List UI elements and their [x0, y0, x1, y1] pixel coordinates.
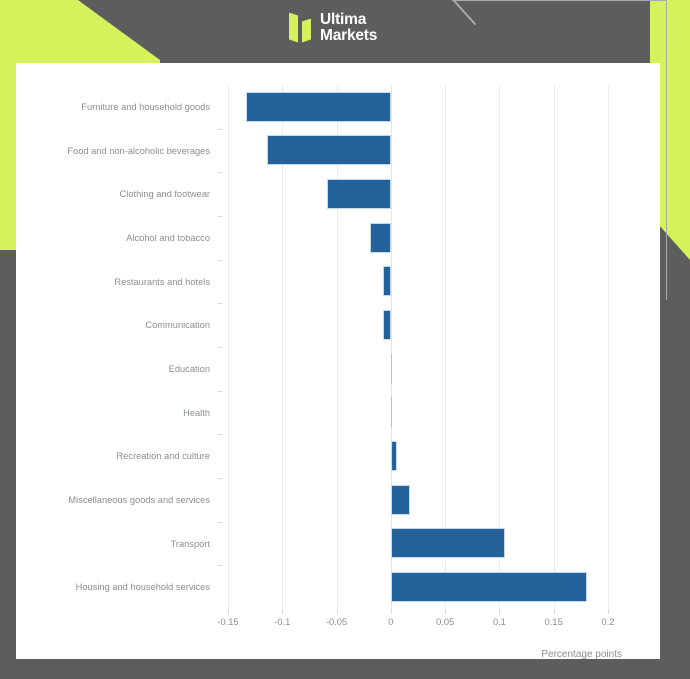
x-axis-tick — [228, 609, 229, 614]
x-axis-tick — [608, 609, 609, 614]
x-axis-tick-label: -0.1 — [274, 617, 291, 627]
bar-row[interactable] — [228, 522, 608, 566]
bar-chart: Furniture and household goods Food and no… — [16, 63, 660, 660]
y-axis-tick — [217, 216, 222, 217]
y-axis-tick — [217, 172, 222, 174]
category-label: Food and non-alcoholic beverages — [67, 145, 210, 156]
logo-shape-right — [302, 18, 311, 43]
x-axis-tick-label: 0.15 — [544, 617, 563, 627]
bar-row[interactable] — [228, 434, 608, 478]
y-axis-tick — [217, 565, 222, 567]
category-label: Alcohol and tobacco — [126, 232, 210, 243]
x-axis-tick-label: -0.05 — [325, 617, 348, 627]
bar[interactable] — [390, 397, 392, 428]
x-axis-title: Percentage points — [541, 649, 622, 660]
category-label: Miscellaneous goods and services — [68, 494, 210, 505]
x-axis-tick-label: -0.15 — [217, 617, 239, 627]
category-label: Recreation and culture — [116, 451, 210, 462]
brand-name: Ultima Markets — [320, 12, 377, 43]
y-axis-tick — [217, 347, 222, 348]
y-axis-tick — [217, 478, 222, 479]
bar[interactable] — [383, 310, 391, 341]
bar[interactable] — [390, 484, 411, 515]
category-label: Health — [183, 407, 210, 418]
brand-name-line2: Markets — [320, 26, 378, 44]
category-label: Transport — [170, 538, 210, 549]
bar[interactable] — [390, 441, 398, 472]
logo-shape-left — [289, 12, 298, 43]
gridline — [336, 85, 338, 609]
bar-row[interactable] — [228, 129, 608, 173]
bar-row[interactable] — [228, 391, 608, 435]
gridline — [390, 85, 392, 609]
y-axis-tick — [217, 128, 222, 130]
bar-row[interactable] — [228, 216, 608, 260]
x-axis-tick — [336, 609, 338, 614]
bar-row[interactable] — [228, 85, 608, 129]
bar-row[interactable] — [228, 260, 608, 304]
brand-logo: Ultima Markets — [289, 12, 377, 43]
x-axis-tick-label: 0.2 — [601, 617, 615, 627]
ultima-markets-logo-icon — [289, 12, 311, 43]
gridline — [608, 85, 609, 609]
y-axis-tick — [217, 303, 222, 305]
category-axis: Furniture and household goods Food and no… — [16, 85, 222, 609]
category-label: Education — [168, 363, 210, 374]
category-label: Furniture and household goods — [81, 101, 210, 112]
gridline — [228, 85, 229, 609]
y-axis-tick — [217, 390, 222, 392]
gridline — [499, 85, 501, 609]
bar-row[interactable] — [228, 172, 608, 216]
x-axis-tick — [553, 609, 555, 614]
bar[interactable] — [390, 353, 392, 384]
bar[interactable] — [326, 179, 391, 210]
bar[interactable] — [383, 266, 391, 297]
category-label: Restaurants and hotels — [114, 276, 210, 287]
category-label: Clothing and footwear — [119, 189, 210, 200]
bar[interactable] — [267, 135, 391, 166]
bar[interactable] — [390, 572, 588, 603]
gridline — [445, 85, 447, 609]
chart-card: Furniture and household goods Food and no… — [16, 63, 660, 660]
value-axis: -0.15 -0.1 -0.05 0 0.05 0.1 0.15 0.2 — [217, 609, 614, 639]
gridline — [282, 85, 284, 609]
x-axis-tick — [390, 609, 392, 614]
category-label: Communication — [145, 320, 210, 331]
y-axis-tick — [217, 259, 222, 261]
category-label: Housing and household services — [75, 582, 210, 593]
x-axis-tick — [282, 609, 284, 614]
x-axis-tick-label: 0 — [388, 617, 394, 627]
bar-row[interactable] — [228, 303, 608, 347]
x-axis-tick — [445, 609, 447, 614]
x-axis-tick — [499, 609, 501, 614]
x-axis-tick-label: 0.05 — [436, 617, 455, 627]
decorative-outline-shape — [452, 0, 667, 300]
gridline — [553, 85, 555, 609]
bar[interactable] — [246, 91, 391, 122]
bar-row[interactable] — [228, 565, 608, 609]
bar[interactable] — [390, 528, 505, 559]
bar-series — [228, 85, 608, 609]
bar-row[interactable] — [228, 347, 608, 391]
bar-row[interactable] — [228, 478, 608, 522]
brand-name-line1: Ultima — [320, 11, 367, 28]
x-axis-tick-label: 0.1 — [492, 617, 506, 627]
y-axis-tick — [217, 521, 222, 523]
y-axis-tick — [217, 434, 222, 436]
bar[interactable] — [370, 222, 391, 253]
plot-area — [228, 85, 609, 609]
